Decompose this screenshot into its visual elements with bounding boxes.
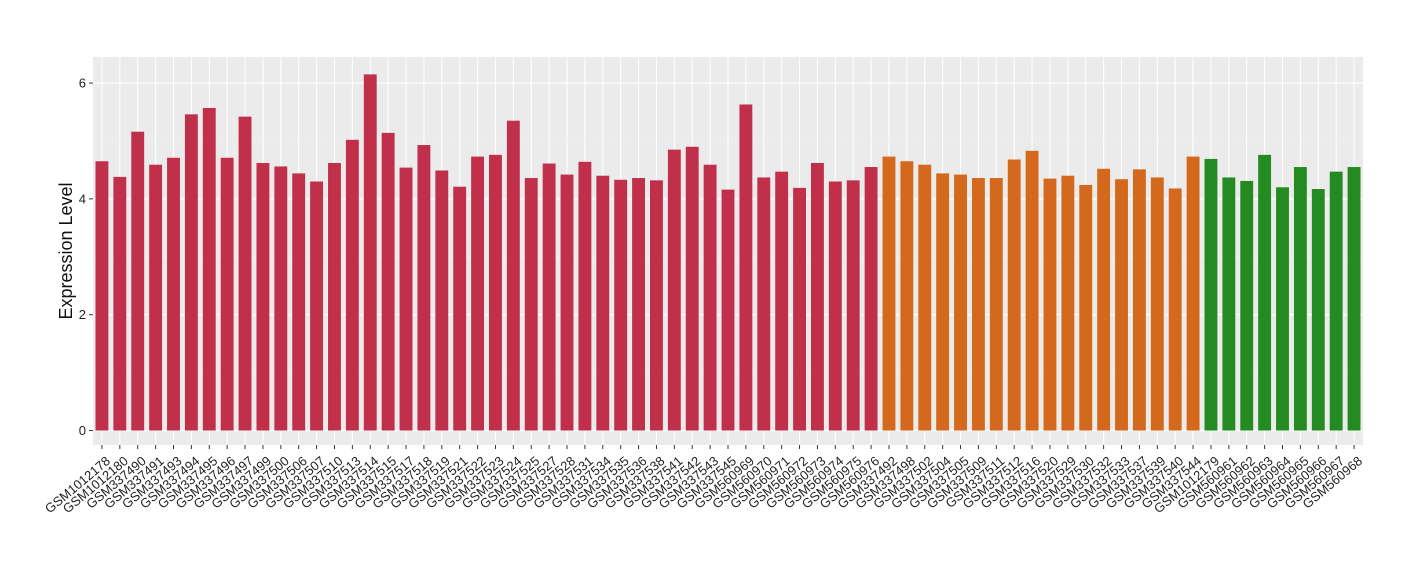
bar <box>292 173 306 431</box>
y-tick-label: 4 <box>79 191 86 206</box>
bar <box>578 161 592 431</box>
bar <box>1097 168 1111 431</box>
bar <box>435 170 449 431</box>
bar <box>1043 178 1057 431</box>
bar <box>1329 171 1343 431</box>
bar <box>1204 158 1218 431</box>
bar <box>113 176 127 431</box>
bar <box>1168 188 1182 431</box>
bar <box>882 156 896 431</box>
bar <box>256 162 270 431</box>
bar <box>149 164 163 431</box>
bar <box>453 186 467 431</box>
bar <box>614 179 628 431</box>
bars <box>95 74 1361 431</box>
bar <box>95 161 109 431</box>
bar <box>936 173 950 431</box>
y-tick-label: 6 <box>79 76 86 91</box>
bar <box>918 164 932 431</box>
bar <box>954 174 967 431</box>
y-tick-label: 2 <box>79 307 86 322</box>
bar <box>632 178 646 431</box>
bar <box>524 178 538 431</box>
bar <box>1186 156 1200 431</box>
bar <box>506 120 520 431</box>
bar <box>1007 159 1021 431</box>
bar <box>1132 169 1146 431</box>
x-axis: GSM1012178GSM1012180GSM337490GSM337491GS… <box>42 445 1365 516</box>
bar <box>167 157 180 431</box>
bar <box>220 157 234 431</box>
bar <box>685 146 699 431</box>
bar <box>328 162 341 431</box>
bar <box>971 178 985 431</box>
bar <box>184 114 198 431</box>
bar <box>542 163 556 431</box>
bar <box>238 116 252 431</box>
bar <box>363 74 377 431</box>
bar <box>1222 177 1236 431</box>
bar <box>757 177 771 431</box>
bar <box>775 171 789 431</box>
bar <box>989 178 1003 431</box>
y-axis-label: Expression Level <box>56 182 76 319</box>
bar <box>1293 167 1307 431</box>
bar <box>560 174 574 431</box>
bar <box>739 104 753 431</box>
bar <box>489 154 502 431</box>
bar <box>864 167 878 431</box>
bar <box>310 181 324 431</box>
bar <box>1240 180 1254 431</box>
bar <box>793 187 806 431</box>
bar <box>202 107 216 431</box>
bar <box>810 162 824 431</box>
bar <box>721 189 735 431</box>
bar <box>1276 187 1289 431</box>
bar <box>1061 175 1075 431</box>
bar <box>846 180 860 431</box>
bar <box>703 164 717 431</box>
bar <box>667 149 681 431</box>
bar <box>1025 150 1039 431</box>
bar <box>471 156 485 431</box>
bar <box>345 139 359 431</box>
bar <box>417 145 431 431</box>
bar <box>131 131 145 431</box>
bar <box>1115 179 1128 431</box>
bar <box>1079 184 1093 431</box>
bar <box>596 175 610 431</box>
bar <box>1311 189 1325 431</box>
bar <box>1150 177 1164 431</box>
bar <box>828 181 842 431</box>
bar <box>900 161 914 431</box>
bar <box>399 167 413 431</box>
bar <box>274 166 288 431</box>
bar <box>1258 154 1272 431</box>
bar <box>381 132 395 431</box>
y-axis: 0 2 4 6 <box>79 76 93 438</box>
bar <box>1347 167 1361 431</box>
y-tick-label: 0 <box>79 423 86 438</box>
bar <box>650 180 663 431</box>
